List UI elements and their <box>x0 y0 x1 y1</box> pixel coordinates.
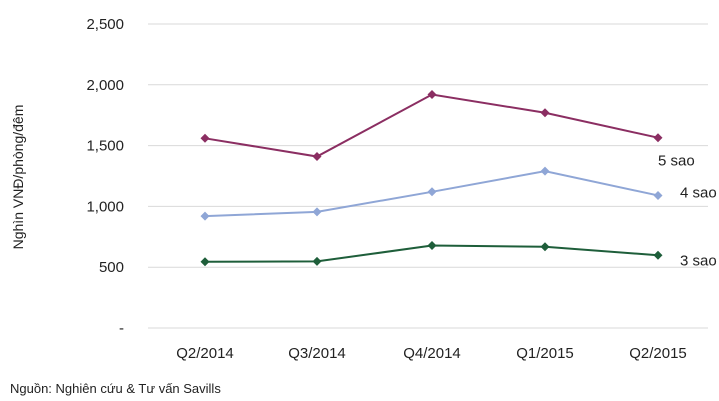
x-tick-label: Q3/2014 <box>288 345 346 362</box>
y-tick-label: 1,000 <box>86 198 124 215</box>
data-point <box>653 190 663 200</box>
data-point <box>653 250 663 260</box>
data-point <box>312 152 322 162</box>
data-point <box>427 241 437 251</box>
data-point <box>200 211 210 221</box>
data-point <box>653 133 663 143</box>
data-point <box>540 108 550 118</box>
x-tick-label: Q4/2014 <box>403 345 461 362</box>
source-note: Nguồn: Nghiên cứu & Tư vấn Savills <box>10 381 221 396</box>
gridlines <box>148 23 708 329</box>
y-tick-label: 1,500 <box>86 138 124 155</box>
x-tick-label: Q2/2014 <box>176 345 234 362</box>
data-point <box>312 207 322 217</box>
y-tick-label: - <box>119 320 124 337</box>
y-tick-label: 2,500 <box>86 16 124 33</box>
x-tick-label: Q2/2015 <box>629 345 687 362</box>
y-tick-label: 2,000 <box>86 77 124 94</box>
series-label: 4 sao <box>680 184 717 201</box>
data-point <box>427 90 437 100</box>
x-axis-ticks: Q2/2014 Q3/2014 Q4/2014 Q1/2015 Q2/2015 <box>176 345 687 362</box>
y-tick-label: 500 <box>99 259 124 276</box>
y-axis-ticks: - 500 1,000 1,500 2,000 2,500 <box>86 16 124 337</box>
series-label: 3 sao <box>680 252 717 269</box>
y-axis-label: Nghìn VNĐ/phòng/đêm <box>10 105 26 250</box>
data-point <box>427 187 437 197</box>
data-point <box>200 133 210 143</box>
data-point <box>200 257 210 267</box>
data-point <box>540 166 550 176</box>
data-point <box>312 256 322 266</box>
series-label: 5 sao <box>658 153 695 170</box>
series-line <box>204 93 659 158</box>
data-point <box>540 242 550 252</box>
series-group: 5 sao 4 sao 3 sao <box>200 90 717 269</box>
x-tick-label: Q1/2015 <box>516 345 574 362</box>
